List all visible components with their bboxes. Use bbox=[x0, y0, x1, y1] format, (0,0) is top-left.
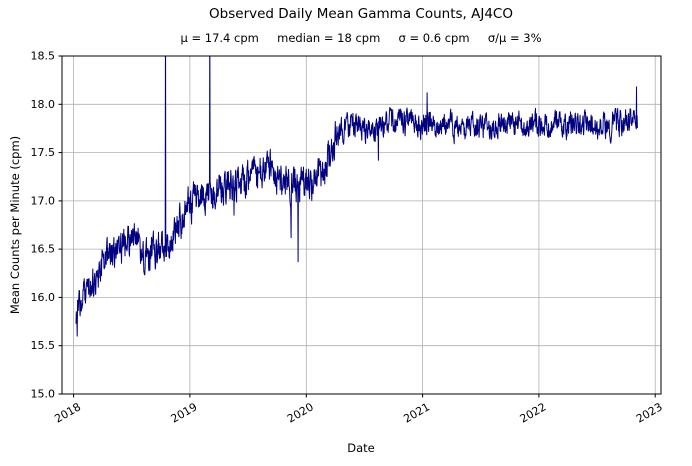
x-tick-label: 2020 bbox=[285, 400, 316, 425]
y-tick-label: 17.5 bbox=[31, 146, 56, 159]
y-tick-label: 18.0 bbox=[31, 98, 56, 111]
y-tick-label: 16.5 bbox=[31, 243, 56, 256]
x-tick-label: 2021 bbox=[401, 400, 432, 425]
x-tick-label: 2019 bbox=[169, 400, 200, 425]
y-tick-label: 15.5 bbox=[31, 339, 56, 352]
x-tick-label: 2018 bbox=[52, 400, 83, 425]
y-tick-label: 17.0 bbox=[31, 194, 56, 207]
y-tick-label: 16.0 bbox=[31, 291, 56, 304]
y-axis-label: Mean Counts per Minute (cpm) bbox=[8, 135, 22, 315]
x-tick-label: 2023 bbox=[634, 400, 665, 425]
y-tick-label: 18.5 bbox=[31, 50, 56, 63]
x-axis-label: Date bbox=[347, 441, 375, 455]
chart-title: Observed Daily Mean Gamma Counts, AJ4CO bbox=[209, 6, 513, 22]
x-tick-label: 2022 bbox=[518, 400, 549, 425]
chart-subtitle: μ = 17.4 cpm median = 18 cpm σ = 0.6 cpm… bbox=[180, 31, 542, 45]
y-tick-label: 15.0 bbox=[31, 388, 56, 401]
